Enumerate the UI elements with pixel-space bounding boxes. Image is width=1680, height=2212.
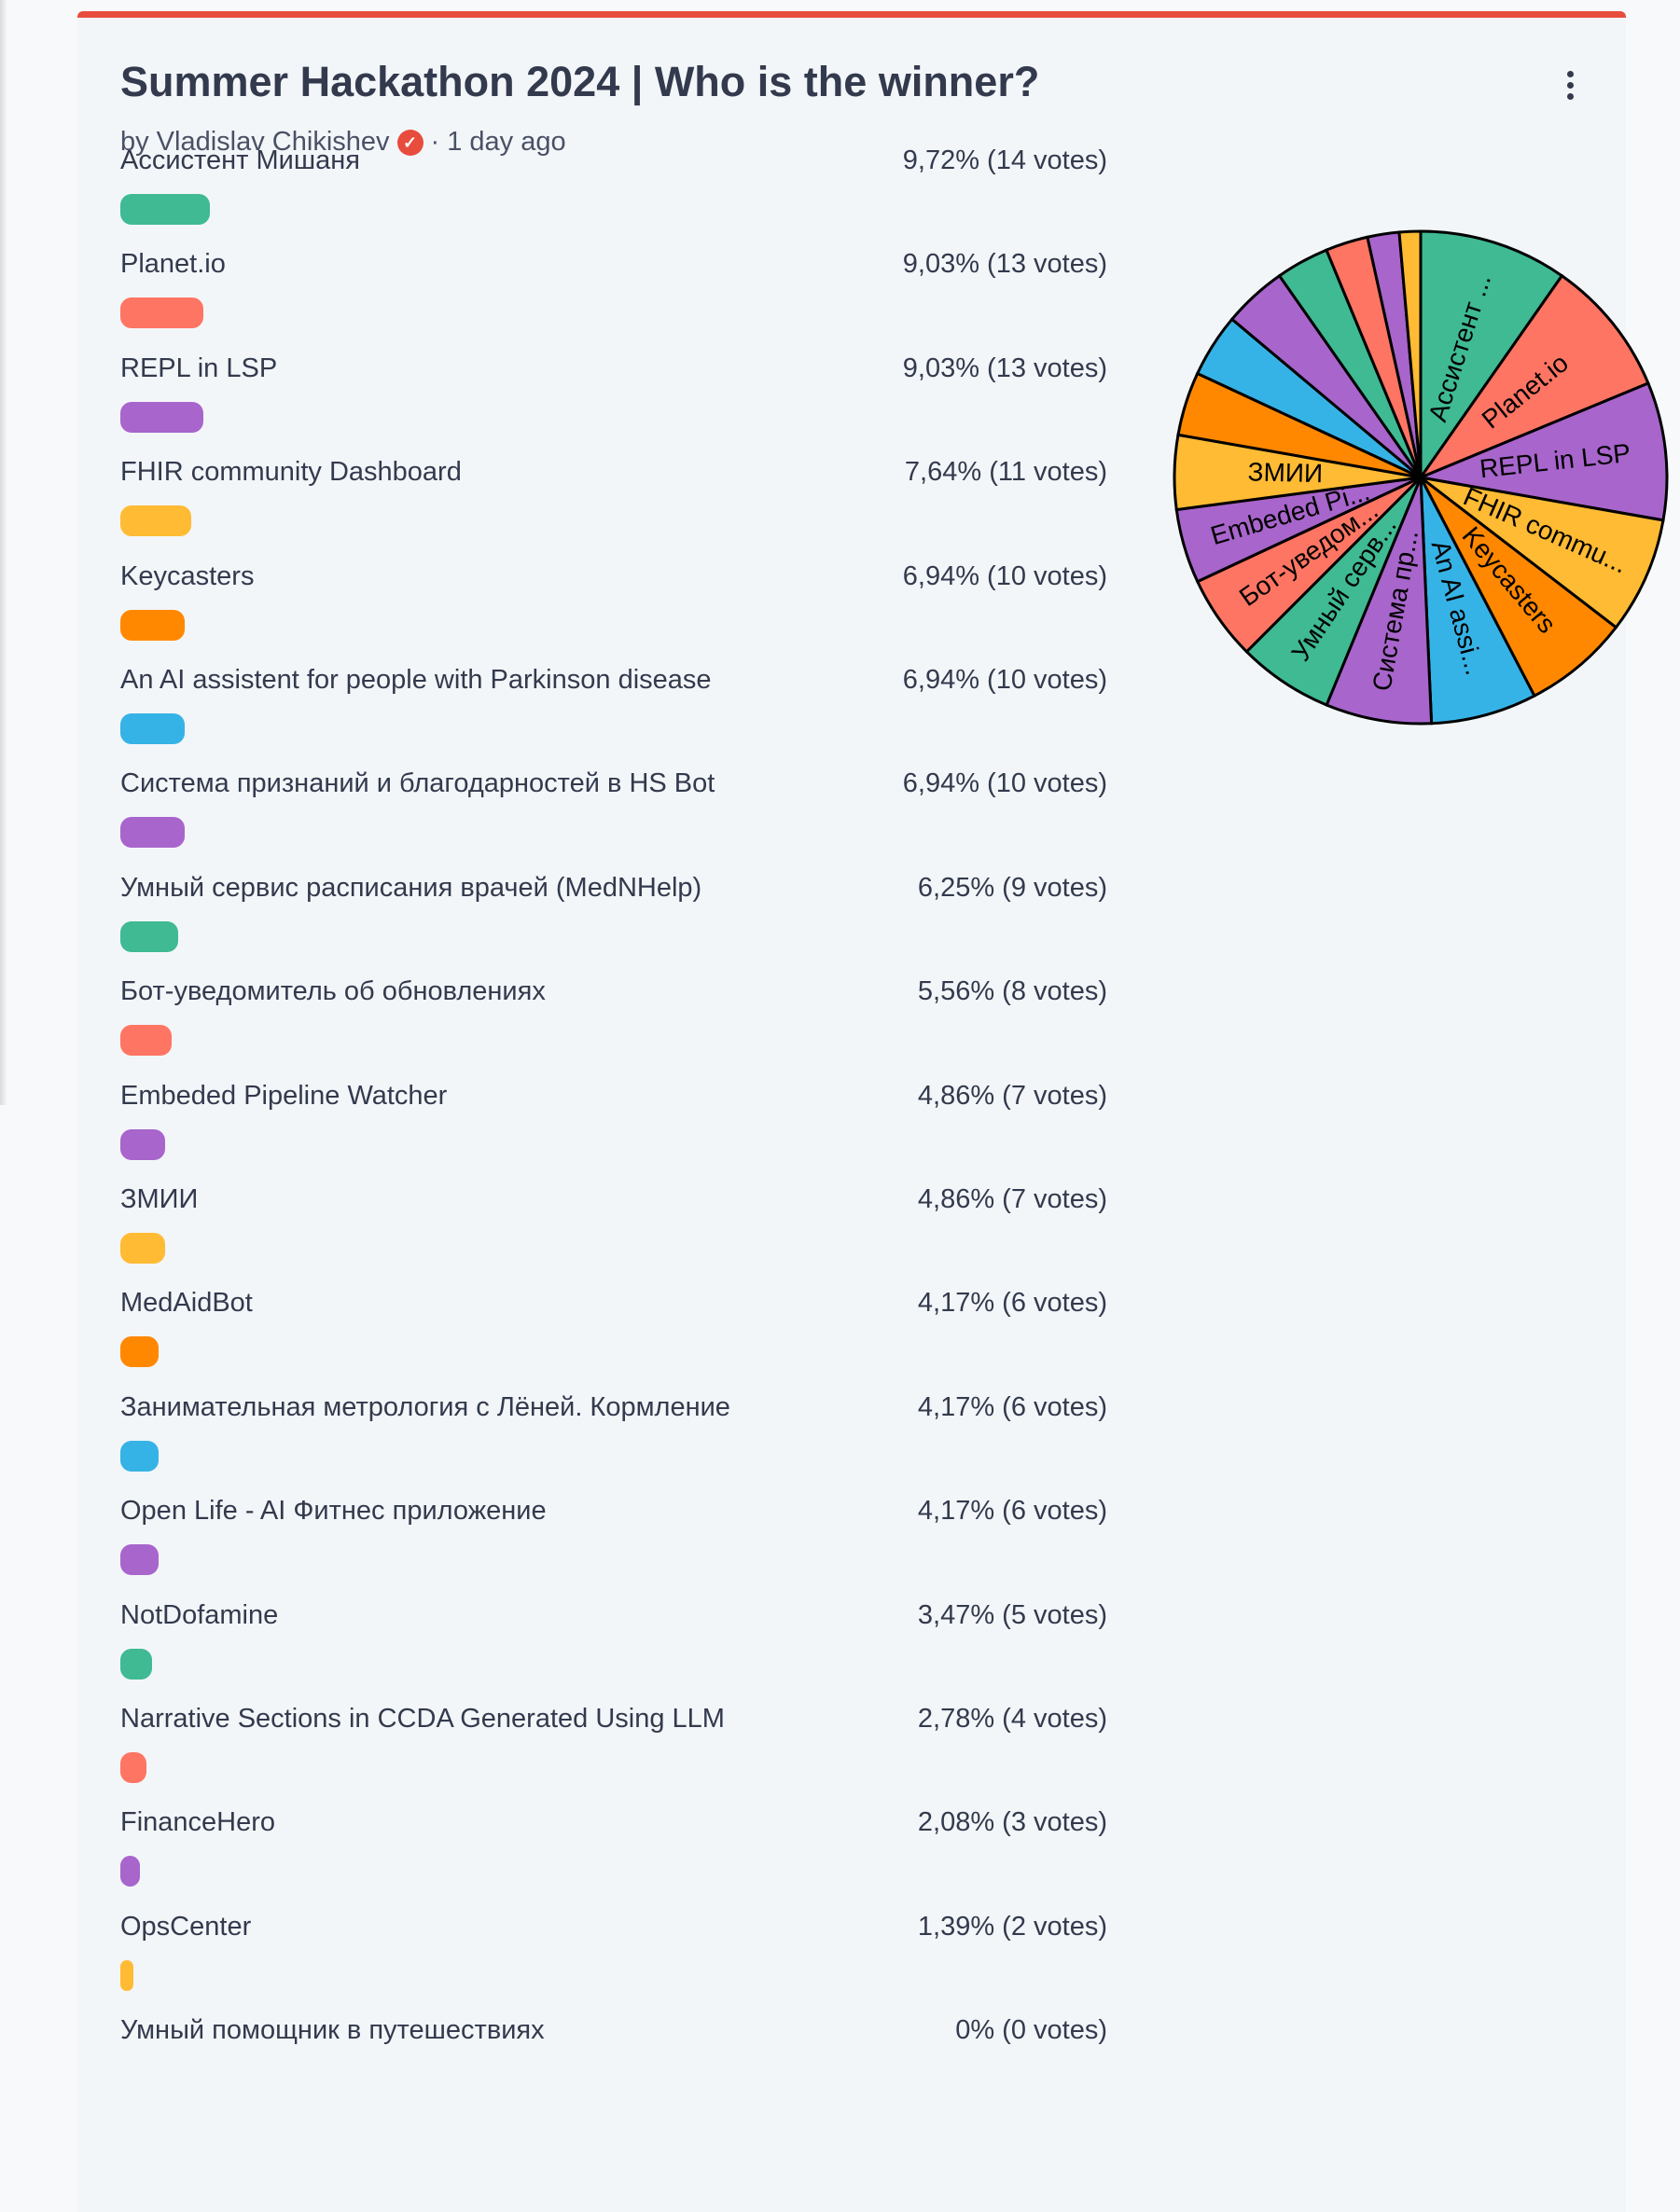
option-percent: 3,47% (5 votes) [917,1599,1107,1630]
option-percent: 4,86% (7 votes) [917,1184,1107,1214]
option-label: Бот-уведомитель об обновлениях [120,976,546,1007]
option-progress-bar [120,297,204,329]
pie-slice[interactable] [1419,229,1564,482]
option-label: Ассистент Мишаня [120,145,360,175]
option-progress-bar [120,609,185,641]
option-progress-bar [120,194,211,225]
option-label: REPL in LSP [120,353,278,383]
option-label: Умный помощник в путешествиях [120,2015,545,2046]
option-label: Narrative Sections in CCDA Generated Usi… [120,1704,725,1734]
poll-option[interactable]: MedAidBot 4,17% (6 votes) [120,1288,1107,1381]
option-progress-bar [120,1752,146,1783]
poll-option[interactable]: ЗМИИ 4,86% (7 votes) [120,1184,1107,1278]
option-progress-bar [120,713,185,744]
poll-option[interactable]: Narrative Sections in CCDA Generated Usi… [120,1704,1107,1797]
option-percent: 5,56% (8 votes) [917,976,1107,1007]
option-label: Planet.io [120,249,226,280]
check-badge-icon: ✓ [396,129,423,156]
page-edge-shadow [0,0,7,1105]
poll-option[interactable]: Умный помощник в путешествиях 0% (0 vote… [120,2015,1107,2108]
option-progress-bar [120,1128,166,1160]
option-progress-bar [120,401,204,433]
option-progress-bar [120,1648,153,1680]
option-progress-bar [120,817,185,849]
option-label: FinanceHero [120,1807,276,1838]
option-percent: 6,25% (9 votes) [917,872,1107,903]
option-percent: 9,03% (13 votes) [902,249,1107,280]
option-label: Занимательная метрология с Лёней. Кормле… [120,1391,730,1422]
poll-option[interactable]: OpsCenter 1,39% (2 votes) [120,1912,1107,2005]
option-label: Keycasters [120,560,255,591]
pie-slice[interactable] [1419,477,1536,726]
option-label: FHIR community Dashboard [120,457,462,488]
option-progress-bar [120,1336,160,1368]
pie-slice[interactable] [1397,229,1423,478]
option-label: Умный сервис расписания врачей (MedNHelp… [120,872,702,903]
option-label: OpsCenter [120,1911,252,1942]
option-progress-bar [120,1856,140,1887]
option-percent: 4,86% (7 votes) [917,1080,1107,1111]
poll-option[interactable]: Planet.io 9,03% (13 votes) [120,249,1107,342]
option-progress-bar [120,920,178,952]
option-percent: 4,17% (6 votes) [917,1391,1107,1422]
pie-slice[interactable] [1416,273,1650,481]
option-label: ЗМИИ [120,1184,199,1214]
poll-option[interactable]: Система признаний и благодарностей в HS … [120,768,1107,862]
option-percent: 1,39% (2 votes) [917,1911,1107,1942]
poll-option[interactable]: REPL in LSP 9,03% (13 votes) [120,353,1107,447]
poll-option[interactable]: Умный сервис расписания врачей (MedNHelp… [120,873,1107,966]
option-label: MedAidBot [120,1288,253,1319]
poll-option[interactable]: Занимательная метрология с Лёней. Кормле… [120,1392,1107,1486]
option-progress-bar [120,1233,166,1264]
option-percent: 7,64% (11 votes) [904,457,1107,488]
poll-option[interactable]: NotDofamine 3,47% (5 votes) [120,1600,1107,1694]
option-progress-bar [120,505,191,537]
poll-option[interactable]: Embeded Pipeline Watcher 4,86% (7 votes) [120,1081,1107,1174]
option-percent: 9,72% (14 votes) [902,145,1107,175]
option-label: Система признаний и благодарностей в HS … [120,768,715,799]
kebab-menu-icon[interactable] [1561,71,1579,108]
option-label: Open Life - AI Фитнес приложение [120,1496,547,1527]
pie-slice[interactable] [1419,476,1618,698]
poll-option[interactable]: An AI assistent for people with Parkinso… [120,665,1107,758]
option-label: NotDofamine [120,1599,279,1630]
poll-option[interactable]: Бот-уведомитель об обновлениях 5,56% (8 … [120,976,1107,1070]
option-percent: 4,17% (6 votes) [917,1288,1107,1319]
option-progress-bar [120,1025,173,1057]
poll-title: Summer Hackathon 2024 | Who is the winne… [120,58,1040,105]
poll-option[interactable]: Ассистент Мишаня 9,72% (14 votes) [120,145,1107,239]
option-percent: 2,08% (3 votes) [917,1807,1107,1838]
poll-option[interactable]: FinanceHero 2,08% (3 votes) [120,1807,1107,1901]
option-percent: 6,94% (10 votes) [902,665,1107,695]
option-percent: 0% (0 votes) [955,2015,1107,2046]
poll-meta: by Vladislav Chikishev ✓ · 1 day ago [120,127,566,158]
option-percent: 6,94% (10 votes) [902,768,1107,799]
pie-slice[interactable] [1325,477,1434,726]
option-progress-bar [120,1959,133,1991]
pie-slice-label: ЗМИИ [1247,457,1323,488]
author-link[interactable]: by Vladislav Chikishev [120,127,390,157]
option-percent: 9,03% (13 votes) [902,353,1107,383]
option-percent: 6,94% (10 votes) [902,560,1107,591]
option-progress-bar [120,1544,160,1576]
poll-card: Summer Hackathon 2024 | Who is the winne… [77,11,1669,2212]
poll-option[interactable]: Keycasters 6,94% (10 votes) [120,561,1107,655]
accent-bar [77,11,1626,18]
option-percent: 2,78% (4 votes) [917,1704,1107,1734]
pie-slice[interactable] [1420,476,1665,629]
poll-option[interactable]: FHIR community Dashboard 7,64% (11 votes… [120,457,1107,550]
pie-slice[interactable] [1415,381,1669,522]
option-label: Embeded Pipeline Watcher [120,1080,448,1111]
poll-option[interactable]: Open Life - AI Фитнес приложение 4,17% (… [120,1496,1107,1589]
option-label: An AI assistent for people with Parkinso… [120,665,712,695]
option-progress-bar [120,1440,160,1472]
option-percent: 4,17% (6 votes) [917,1496,1107,1527]
post-time: · 1 day ago [430,127,566,157]
